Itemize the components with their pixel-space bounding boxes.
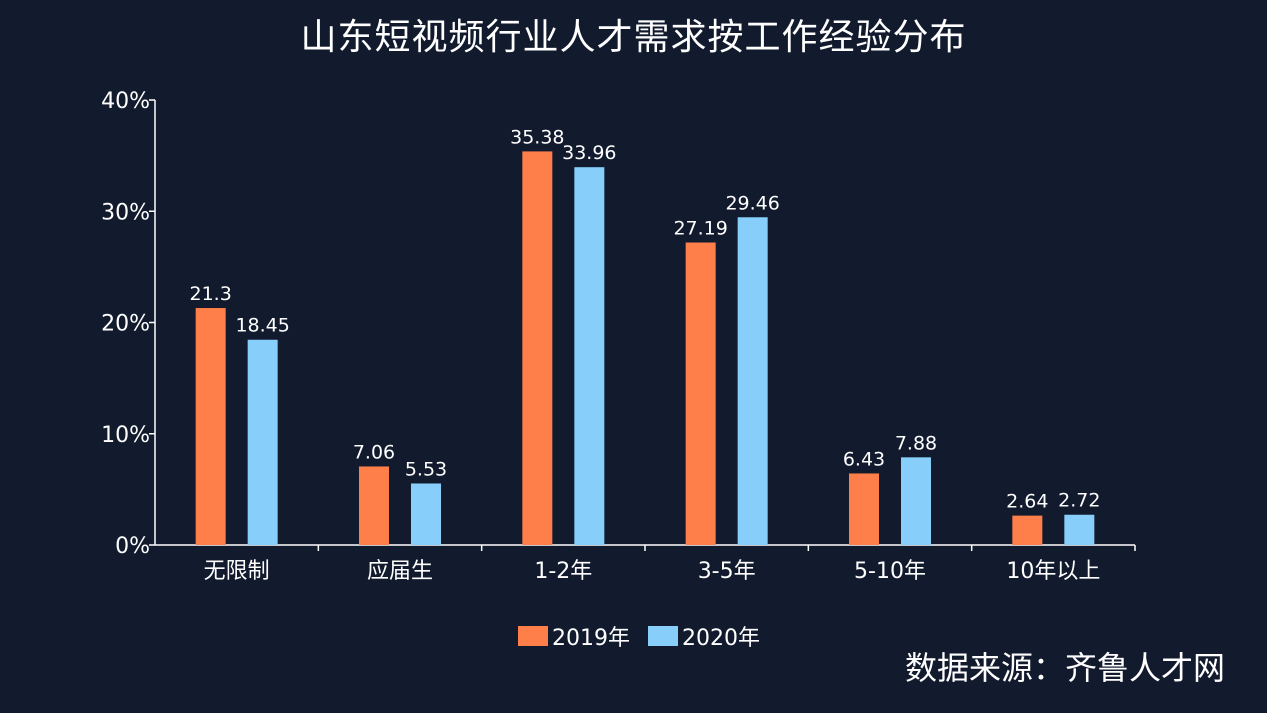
bar-series-2 <box>1064 514 1095 545</box>
bar-series-1 <box>849 473 879 545</box>
bar-series-1 <box>359 466 389 545</box>
bar-series-2 <box>247 339 278 545</box>
data-label: 35.38 <box>510 126 564 148</box>
x-tick-label: 应届生 <box>367 559 433 584</box>
x-tick-label: 10年以上 <box>1006 559 1100 584</box>
data-label: 27.19 <box>673 218 727 240</box>
bar-series-2 <box>574 167 605 545</box>
data-label: 2.64 <box>1006 491 1048 513</box>
data-label: 18.45 <box>235 315 289 337</box>
data-label: 29.46 <box>725 192 779 214</box>
x-tick-label: 3-5年 <box>698 559 756 584</box>
y-tick-label: 20% <box>101 312 150 337</box>
y-tick-label: 40% <box>101 89 150 114</box>
bar-series-1 <box>195 308 226 545</box>
y-tick-label: 30% <box>101 200 150 225</box>
legend-label: 2019年 <box>552 626 630 651</box>
y-tick-label: 0% <box>115 534 150 559</box>
data-label: 6.43 <box>843 448 885 470</box>
legend-swatch <box>648 626 678 646</box>
x-tick-label: 无限制 <box>204 559 270 584</box>
data-label: 5.53 <box>405 458 447 480</box>
bar-series-2 <box>737 217 768 545</box>
data-label: 21.3 <box>190 283 232 305</box>
x-tick-label: 5-10年 <box>854 559 926 584</box>
data-label: 7.88 <box>895 432 937 454</box>
x-tick-label: 1-2年 <box>534 559 592 584</box>
y-tick-label: 10% <box>101 423 150 448</box>
source-note: 数据来源：齐鲁人才网 <box>904 649 1225 687</box>
bar-series-1 <box>1012 515 1043 545</box>
bar-series-1 <box>522 151 553 545</box>
legend-label: 2020年 <box>682 626 760 651</box>
bar-series-1 <box>685 242 716 546</box>
legend-swatch <box>518 626 548 646</box>
bar-series-2 <box>901 457 931 545</box>
bar-series-2 <box>411 483 441 545</box>
data-label: 33.96 <box>562 142 616 164</box>
chart-title: 山东短视频行业人才需求按工作经验分布 <box>300 17 967 58</box>
data-label: 2.72 <box>1058 490 1100 512</box>
data-label: 7.06 <box>353 441 395 463</box>
